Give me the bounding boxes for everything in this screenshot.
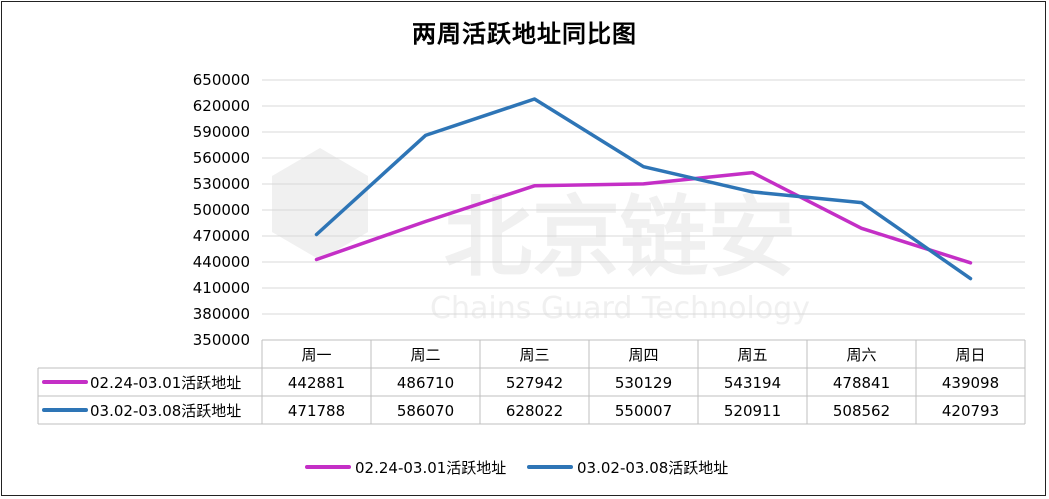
table-series-label: 03.02-03.08活跃地址 [90,402,241,420]
watermark-text: 北京链安 [444,186,796,289]
table-cell-value: 471788 [288,402,345,420]
y-tick-label: 530000 [193,175,250,193]
table-cell-value: 439098 [942,374,999,392]
table-cell-value: 543194 [724,374,781,392]
table-cell-value: 520911 [724,402,781,420]
y-tick-label: 410000 [193,279,250,297]
table-cell-value: 586070 [397,402,454,420]
table-cell-value: 550007 [615,402,672,420]
y-tick-label: 470000 [193,227,250,245]
y-tick-label: 590000 [193,123,250,141]
y-tick-label: 650000 [193,71,250,89]
watermark-logo-icon [272,148,368,260]
table-cell-value: 508562 [833,402,890,420]
table-series-label: 02.24-03.01活跃地址 [90,374,241,392]
watermark-subtext: Chains Guard Technology [430,291,810,326]
chart-title: 两周活跃地址同比图 [412,19,637,48]
x-category-label: 周六 [846,346,876,364]
y-tick-label: 560000 [193,149,250,167]
x-category-label: 周二 [410,346,440,364]
y-tick-label: 380000 [193,305,250,323]
table-cell-value: 478841 [833,374,890,392]
y-tick-label: 620000 [193,97,250,115]
table-cell-value: 486710 [397,374,454,392]
x-category-label: 周五 [737,346,767,364]
y-tick-label: 350000 [193,331,250,349]
table-cell-value: 420793 [942,402,999,420]
table-cell-value: 442881 [288,374,345,392]
table-cell-value: 628022 [506,402,563,420]
legend-label: 02.24-03.01活跃地址 [355,459,506,477]
x-category-label: 周一 [301,346,331,364]
legend-label: 03.02-03.08活跃地址 [577,459,728,477]
table-cell-value: 530129 [615,374,672,392]
table-cell-value: 527942 [506,374,563,392]
watermark: 北京链安 Chains Guard Technology [272,148,810,326]
y-tick-label: 440000 [193,253,250,271]
x-category-label: 周四 [628,346,658,364]
x-category-label: 周三 [519,346,549,364]
x-category-label: 周日 [955,346,985,364]
y-tick-label: 500000 [193,201,250,219]
